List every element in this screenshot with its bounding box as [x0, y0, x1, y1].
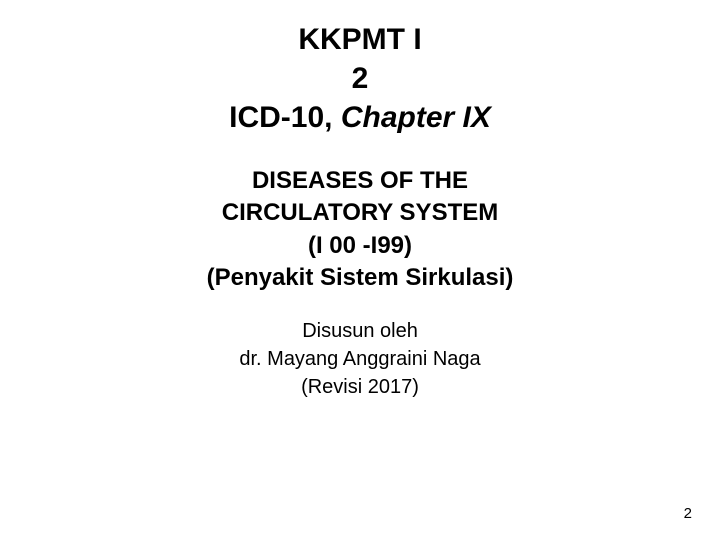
title-line-2: 2	[0, 59, 720, 98]
author-line-1: Disusun oleh	[0, 317, 720, 345]
subtitle-line-3: (I 00 -I99)	[0, 230, 720, 262]
author-block: Disusun oleh dr. Mayang Anggraini Naga (…	[0, 317, 720, 401]
page-number: 2	[684, 505, 692, 522]
title-line-3-regular: ICD-10,	[229, 101, 341, 134]
subtitle-line-1: DISEASES OF THE	[0, 165, 720, 197]
author-line-3: (Revisi 2017)	[0, 373, 720, 401]
slide-title: KKPMT I 2 ICD-10, Chapter IX	[0, 20, 720, 137]
author-line-2: dr. Mayang Anggraini Naga	[0, 345, 720, 373]
title-line-3: ICD-10, Chapter IX	[0, 98, 720, 137]
title-line-3-italic: Chapter IX	[341, 101, 491, 134]
title-line-1: KKPMT I	[0, 20, 720, 59]
subtitle-line-2: CIRCULATORY SYSTEM	[0, 197, 720, 229]
subtitle-line-4: (Penyakit Sistem Sirkulasi)	[0, 262, 720, 294]
slide-subtitle: DISEASES OF THE CIRCULATORY SYSTEM (I 00…	[0, 165, 720, 295]
